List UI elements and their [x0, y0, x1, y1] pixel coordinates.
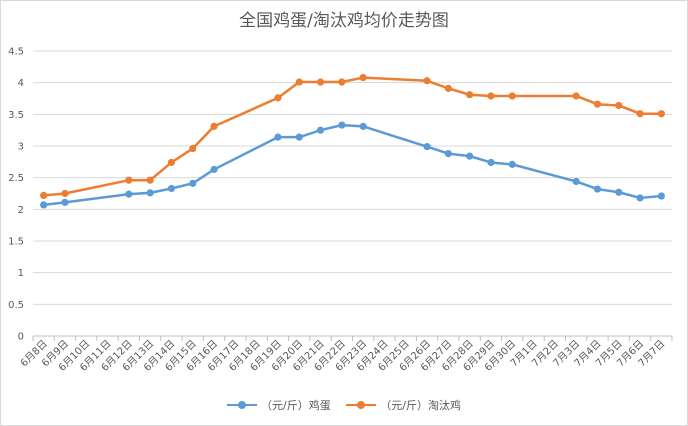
data-point: [295, 78, 303, 86]
data-point: [572, 92, 580, 100]
data-point: [167, 184, 176, 193]
data-point: [189, 144, 197, 153]
data-point: [274, 94, 282, 102]
data-point: [61, 198, 69, 206]
data-point: [466, 152, 474, 160]
series-line-1: [43, 76, 662, 197]
data-point: [487, 92, 495, 100]
data-point: [40, 191, 48, 199]
legend-swatch-egg: [227, 400, 258, 410]
y-tick-label: 4: [18, 78, 24, 89]
legend-item-egg: （元/斤）鸡蛋: [227, 397, 331, 413]
data-point: [295, 133, 303, 141]
data-point: [61, 189, 69, 198]
data-point: [167, 158, 176, 167]
data-point: [593, 185, 602, 193]
data-point: [615, 188, 623, 196]
y-tick-label: 1: [18, 268, 24, 279]
data-point: [593, 100, 602, 108]
data-point: [423, 143, 431, 151]
legend-label-culled-hen: （元/斤）淘汰鸡: [380, 399, 461, 412]
data-point: [210, 165, 218, 174]
y-tick-label: 1.5: [8, 237, 24, 248]
data-point: [210, 122, 218, 130]
y-tick-label: 2.5: [8, 173, 24, 184]
data-point: [657, 110, 665, 118]
data-point: [40, 201, 48, 209]
data-point: [316, 78, 325, 86]
data-point: [444, 84, 452, 92]
data-point: [444, 150, 452, 158]
data-point: [508, 160, 516, 168]
data-point: [636, 110, 644, 118]
data-point: [125, 176, 133, 184]
data-point: [508, 92, 516, 100]
data-point: [338, 121, 346, 129]
data-point: [316, 126, 325, 134]
legend-item-culled-hen: （元/斤）淘汰鸡: [346, 397, 461, 413]
y-tick-label: 3: [18, 142, 24, 153]
y-tick-label: 3.5: [8, 110, 24, 121]
legend-swatch-culled-hen: [346, 400, 377, 410]
data-point: [146, 189, 154, 197]
data-point: [338, 78, 346, 86]
data-point: [636, 194, 644, 202]
data-point: [423, 77, 431, 85]
y-tick-label: 2: [18, 205, 24, 216]
data-point: [359, 122, 367, 130]
legend-label-egg: （元/斤）鸡蛋: [261, 399, 331, 412]
series-line-0: [43, 123, 662, 207]
data-point: [615, 101, 623, 110]
y-tick-label: 0.5: [8, 300, 24, 311]
y-tick-label: 0: [18, 332, 24, 343]
legend: （元/斤）鸡蛋 （元/斤）淘汰鸡: [0, 397, 688, 413]
data-point: [657, 192, 665, 200]
y-tick-label: 4.5: [8, 47, 24, 58]
data-point: [466, 91, 474, 99]
data-point: [487, 158, 495, 167]
chart-title: 全国鸡蛋/淘汰鸡均价走势图: [239, 11, 449, 31]
data-point: [146, 176, 154, 184]
data-point: [274, 133, 282, 141]
data-point: [359, 74, 367, 82]
data-point: [189, 179, 197, 187]
data-point: [572, 177, 580, 186]
data-point: [125, 190, 133, 198]
